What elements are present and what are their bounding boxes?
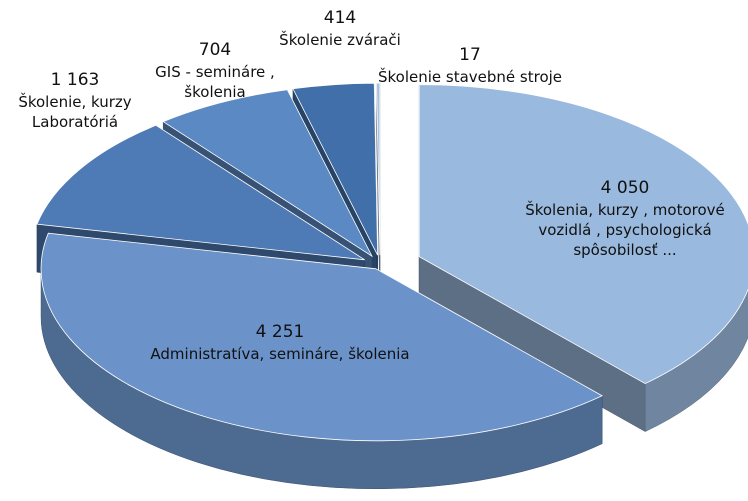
value-label: 4 050 xyxy=(600,178,650,198)
value-label: 414 xyxy=(323,8,357,28)
value-label: 4 251 xyxy=(255,322,305,342)
slice-label: 4 251 Administratíva, semináre, školenia xyxy=(130,322,430,364)
slice-label: 414 Školenie zvárači xyxy=(240,8,440,50)
value-label: 1 163 xyxy=(50,70,100,90)
category-label: Školenie zvárači xyxy=(279,31,401,49)
value-label: 17 xyxy=(459,45,481,65)
slice-label: 704 GIS - semináre , školenia xyxy=(150,40,280,102)
category-label: Školenie stavebné stroje xyxy=(377,68,563,86)
slice xyxy=(418,84,748,385)
value-label: 704 xyxy=(198,40,232,60)
slice xyxy=(292,82,379,256)
slice-label: 4 050 Školenia, kurzy , motorové vozidlá … xyxy=(500,178,748,260)
slice xyxy=(36,124,365,261)
category-label: GIS - semináre , školenia xyxy=(155,63,275,101)
slice xyxy=(162,89,373,258)
slice xyxy=(40,232,603,442)
category-label: Školenia, kurzy , motorové vozidlá , psy… xyxy=(525,201,725,259)
category-label: Administratíva, semináre, školenia xyxy=(150,345,410,363)
slice-label: 1 163 Školenie, kurzy Laboratóriá xyxy=(0,70,150,132)
category-label: Školenie, kurzy Laboratóriá xyxy=(18,93,132,131)
slice-label: 17 Školenie stavebné stroje xyxy=(375,45,565,87)
slice xyxy=(376,82,381,256)
